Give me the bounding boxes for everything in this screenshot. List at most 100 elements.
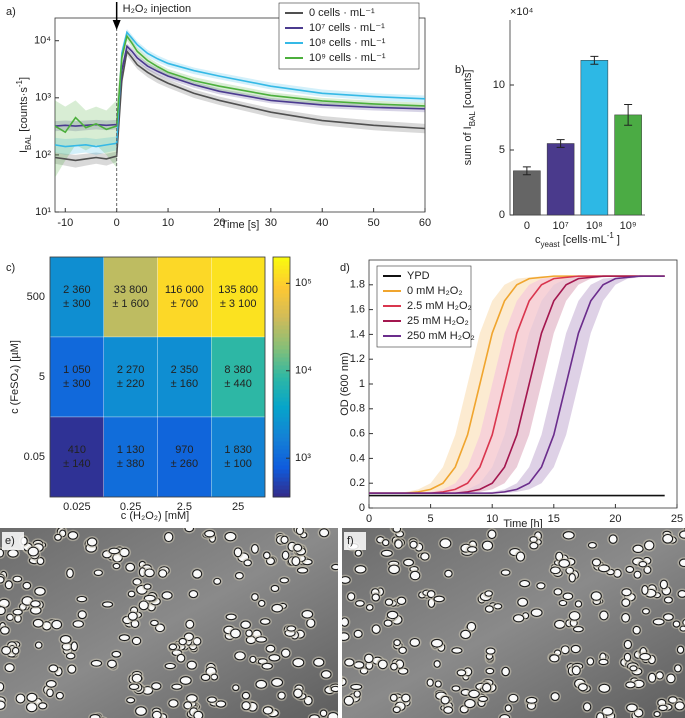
error-band (369, 276, 665, 494)
cell (230, 628, 241, 639)
cell (12, 575, 23, 583)
colorbar-step (273, 285, 290, 290)
cell (632, 544, 644, 554)
cell (398, 646, 407, 654)
text-part: BAL (24, 134, 33, 150)
colorbar-step (273, 421, 290, 426)
x-tick-label: 20 (609, 513, 621, 525)
legend-label: 10⁸ cells · mL⁻¹ (309, 37, 386, 49)
panel-label: c) (6, 262, 15, 274)
cell (591, 558, 602, 567)
cell (241, 701, 251, 711)
cell (663, 596, 673, 604)
cell (301, 609, 314, 619)
cell (70, 641, 78, 652)
cell (568, 573, 576, 583)
cell (444, 569, 453, 578)
cell (371, 593, 380, 602)
cell (598, 658, 609, 666)
cell (26, 702, 38, 713)
series-line (54, 44, 426, 127)
cell (184, 528, 195, 533)
error-band (55, 47, 425, 168)
cell (67, 664, 77, 674)
cell (652, 618, 665, 626)
text-part: ] (614, 234, 620, 246)
cell (451, 685, 461, 692)
colorbar-step (273, 269, 290, 274)
cell (499, 714, 511, 718)
cell-error: ± 140 (63, 458, 90, 470)
y-tick-label: 1.2 (350, 353, 365, 365)
cell (295, 528, 304, 536)
cell (210, 673, 219, 681)
x-tick-label: 60 (419, 217, 431, 229)
cell (241, 691, 251, 700)
cell-error: ± 260 (171, 458, 198, 470)
x-tick-label: 2.5 (177, 501, 192, 513)
cell (623, 639, 633, 650)
cell (396, 596, 407, 605)
cell (426, 678, 434, 687)
cell (519, 579, 531, 588)
cell (504, 704, 512, 712)
cell (577, 683, 588, 692)
cell (245, 629, 253, 637)
colorbar-step (273, 409, 290, 414)
cell (596, 712, 605, 718)
cell (144, 568, 155, 578)
cell (525, 696, 538, 704)
x-tick-label: 10⁸ (586, 220, 603, 232)
cell (597, 564, 610, 573)
cell-halo (342, 675, 344, 683)
x-tick-label: 25 (232, 501, 244, 513)
cell (625, 565, 635, 573)
cell (55, 691, 64, 700)
text-part: [counts] (462, 70, 474, 112)
cell (72, 620, 84, 628)
colorbar-step (273, 301, 290, 306)
cell (403, 558, 415, 567)
cell (240, 620, 251, 629)
text-part: [counts·s (18, 87, 30, 135)
y-tick-label: 10² (35, 149, 51, 161)
legend-label: YPD (407, 270, 430, 282)
colorbar-step (273, 257, 290, 262)
y-tick-label: 10 (493, 79, 505, 91)
cell (392, 528, 402, 533)
cell (451, 647, 463, 654)
heatmap-cell (157, 336, 212, 418)
y-axis-label: c (FeSO₄) [µM] (9, 340, 21, 414)
colorbar-step (273, 365, 290, 370)
cell (168, 643, 178, 651)
colorbar-label: 10⁴ (295, 365, 312, 377)
panel-label-box (344, 532, 366, 550)
cell-error: ± 700 (171, 298, 198, 310)
cell (38, 702, 48, 710)
colorbar-step (273, 425, 290, 430)
heatmap-cell (157, 416, 212, 498)
error-bar (590, 55, 599, 65)
colorbar-step (273, 333, 290, 338)
cell (143, 583, 152, 590)
cell (77, 610, 87, 620)
cell (111, 650, 122, 658)
cell (570, 644, 581, 654)
panel-label-box (2, 532, 24, 550)
colorbar-step (273, 297, 290, 302)
cell (168, 699, 179, 708)
cell (150, 619, 159, 627)
cell (390, 662, 398, 671)
cell (682, 618, 685, 627)
error-bar (522, 166, 531, 176)
cell (258, 599, 266, 607)
text-part: ] (18, 77, 30, 80)
cell (135, 706, 147, 716)
cell (377, 659, 388, 670)
cell (621, 612, 631, 623)
cell (127, 590, 136, 598)
cell (126, 697, 136, 704)
bar (546, 143, 575, 216)
cell (426, 590, 436, 599)
legend-box (376, 265, 472, 348)
